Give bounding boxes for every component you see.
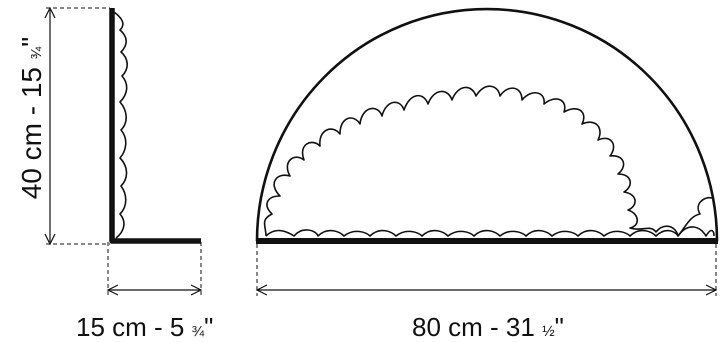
side-profile-l-shape [109,8,201,244]
front-fringe-right-edge [677,196,713,237]
front-width-inch-mark: " [554,312,564,342]
side-depth-fraction: ¾ [191,323,205,340]
side-depth-arrow-left [106,284,119,296]
side-height-label: 40 cm - 15 ¾" [16,37,48,200]
front-width-label: 80 cm - 31 ½" [412,312,564,343]
side-view [44,6,203,296]
side-height-cm: 40 cm - 15 [16,66,47,200]
side-height-inch-mark: " [16,36,47,47]
front-width-arrow-right [705,284,718,296]
side-height-arrow-bottom [44,233,56,246]
front-width-arrow-left [255,284,268,296]
side-height-fraction: ¾ [28,46,45,60]
side-depth-label: 15 cm - 5 ¾" [76,312,213,343]
side-depth-inch-mark: " [204,312,214,342]
side-height-arrow-top [44,6,56,19]
front-fringe-edge [263,85,679,237]
front-semicircle-outline [255,7,719,242]
side-depth-cm: 15 cm - 5 [76,312,185,342]
side-depth-arrow-right [190,284,203,296]
front-width-fraction: ½ [542,323,555,340]
front-view [255,7,719,296]
side-fringe-edge [113,11,128,239]
front-width-cm: 80 cm - 31 [412,312,535,342]
front-fringe-base [265,226,715,237]
